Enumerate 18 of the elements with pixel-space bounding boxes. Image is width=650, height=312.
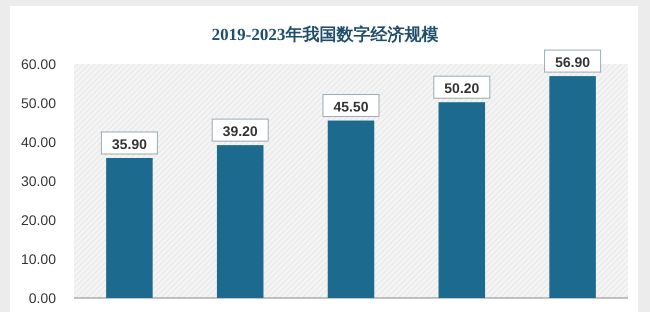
y-tick-label: 30.00: [20, 173, 56, 189]
y-tick-label: 0.00: [28, 290, 56, 306]
data-label: 39.20: [222, 123, 258, 140]
data-label: 35.90: [112, 136, 148, 152]
bar: [106, 158, 153, 298]
bar: [216, 145, 264, 298]
data-label: 45.50: [333, 98, 369, 115]
bar: [328, 120, 374, 298]
bar: [438, 102, 486, 298]
data-label: 56.90: [555, 54, 590, 70]
bar: [549, 76, 596, 298]
data-label: 50.20: [444, 80, 480, 96]
y-tick-label: 20.00: [20, 212, 56, 228]
y-tick-label: 10.00: [20, 251, 56, 267]
chart-title: 2019-2023年我国数字经济规模: [212, 25, 438, 44]
y-tick-label: 50.00: [20, 95, 56, 111]
y-tick-label: 60.00: [20, 56, 56, 72]
y-tick-label: 40.00: [20, 134, 56, 150]
